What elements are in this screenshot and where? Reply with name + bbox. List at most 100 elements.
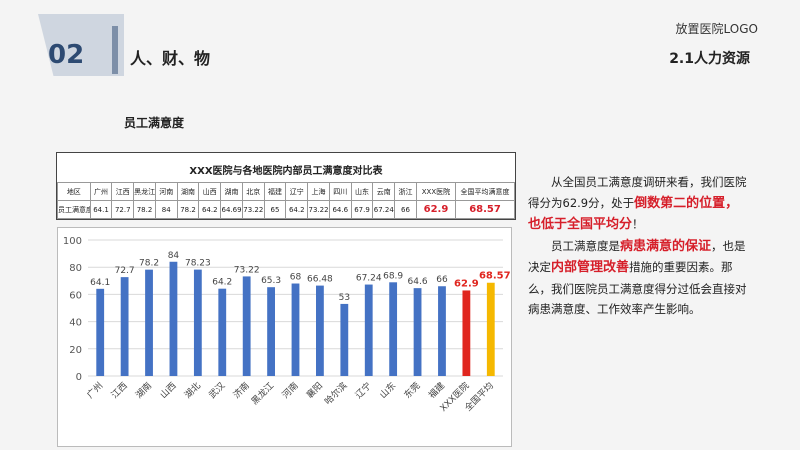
data-label: 84 (168, 251, 180, 261)
analysis-text-span: 从全国员工满意度调研来看，我们医院得分为62.9分，处于 (528, 175, 747, 210)
table-header-cell: 广州 (89, 182, 113, 201)
comparison-table-grid: 地区 广州 江西 黑龙江 河南 湖南 山西 湖南 北京 福建 辽宁 上海 四川 山东 云南 浙江 XXX医院全… (57, 182, 515, 219)
x-tick-label: 福建 (426, 380, 447, 401)
table-value-cell: 72.7 (111, 200, 135, 219)
x-tick-label: 湖南 (133, 380, 154, 401)
table-header-label: 地区 (57, 182, 91, 201)
data-label: 68 (290, 273, 302, 283)
table-value-cell: 78.2 (176, 200, 200, 219)
bar (267, 287, 275, 376)
table-header-row: 地区 广州 江西 黑龙江 河南 湖南 山西 湖南 北京 福建 辽宁 上海 四川 山东 云南 浙江 XXX医院全… (57, 182, 515, 201)
x-tick-label: 襄阳 (304, 380, 325, 401)
analysis-text-span: 员工满意度是 (551, 238, 620, 253)
x-tick-label: 东莞 (401, 380, 422, 401)
bar (218, 288, 227, 376)
bar (462, 290, 471, 376)
bar (340, 303, 349, 376)
bar (169, 261, 178, 376)
section-badge-bar (112, 26, 118, 74)
chart-heading: 员工满意度 (124, 116, 185, 130)
table-header-cell: 全国平均满意度 (455, 182, 515, 201)
data-label: 68.57 (479, 271, 511, 282)
data-label: 78.23 (185, 259, 211, 269)
bar-chart: 0 20 40 60 80 100 64.1 广州 72.7 江西 78.2 湖南 84 山西 78.23 湖… (63, 236, 511, 414)
table-value-cell: 73.22 (241, 200, 265, 219)
section-badge-shape (38, 14, 124, 76)
data-label: 72.7 (115, 266, 135, 276)
table-value-cell: 62.9 (415, 200, 457, 219)
analysis-highlight: 内部管理改善 (551, 260, 630, 275)
table-header-cell: 湖南 (176, 182, 200, 201)
table-value-cell: 67.9 (350, 200, 374, 219)
table-title: XXX医院与各地医院内部员工满意度对比表 (189, 166, 383, 177)
data-label: 53 (339, 293, 350, 303)
table-header-cell: 河南 (154, 182, 178, 201)
y-tick-label: 100 (63, 236, 82, 247)
bar (242, 276, 251, 376)
data-label: 65.3 (261, 276, 281, 286)
table-value-cell: 64.69 (220, 200, 243, 219)
data-label: 73.22 (234, 265, 260, 275)
bar (96, 288, 105, 376)
data-label: 68.9 (383, 271, 403, 281)
bar (413, 288, 422, 376)
table-header-cell: 黑龙江 (133, 182, 156, 201)
bar (291, 283, 300, 376)
x-tick-label: 山东 (377, 380, 398, 401)
table-header-cell: 山西 (198, 182, 222, 201)
table-value-cell: 64.2 (285, 200, 309, 219)
y-tick-label: 60 (69, 290, 82, 301)
bar-chart-container: 0 20 40 60 80 100 64.1 广州 72.7 江西 78.2 湖南 84 山西 78.23 湖… (57, 227, 512, 447)
x-tick-label: 广州 (84, 380, 105, 401)
analysis-text-span: ，也是决定 (528, 238, 746, 275)
y-tick-label: 0 (76, 372, 82, 383)
x-tick-label: 江西 (109, 380, 130, 401)
analysis-paragraph-1: 从全国员工满意度调研来看，我们医院得分为62.9分，处于倒数第二的位置，也低于全… (528, 172, 750, 236)
data-label: 66 (436, 275, 448, 285)
bar (486, 282, 495, 376)
sub-title: 2.1人力资源 (669, 51, 750, 67)
bar (145, 269, 153, 376)
table-header-cell: 江西 (111, 182, 135, 201)
data-label: 62.9 (454, 278, 479, 289)
bar (316, 285, 324, 376)
data-label: 66.48 (307, 275, 333, 285)
table-header-cell: 辽宁 (285, 182, 309, 201)
analysis-highlight: 病患满意的保证 (620, 238, 712, 254)
table-value-cell: 73.22 (307, 200, 330, 219)
x-tick-label: 武汉 (206, 380, 227, 401)
table-value-cell: 64.1 (89, 200, 113, 219)
table-header-cell: 福建 (263, 182, 287, 201)
table-header-cell: XXX医院 (415, 182, 457, 201)
y-tick-label: 80 (69, 263, 82, 274)
section-title: 人、财、物 (130, 49, 211, 68)
bar (120, 277, 129, 376)
y-tick-label: 20 (69, 345, 82, 356)
bar (438, 286, 446, 376)
table-value-cell: 65 (263, 200, 287, 219)
table-header-cell: 北京 (241, 182, 265, 201)
data-label: 64.1 (90, 278, 110, 288)
table-header-cell: 四川 (328, 182, 352, 201)
table-value-cell: 68.57 (455, 200, 515, 219)
analysis-text-span: 措施的重要因素。那么，我们医院员工满意度得分过低会直接对病患满意度、工作效率产生… (528, 260, 747, 316)
table-header-cell: 山东 (350, 182, 374, 201)
data-label: 67.24 (356, 274, 382, 284)
data-label: 78.2 (139, 259, 159, 269)
table-header-cell: 上海 (307, 182, 330, 201)
table-value-cell: 67.24 (372, 200, 396, 219)
x-tick-label: 辽宁 (353, 380, 374, 401)
x-tick-label: 济南 (231, 380, 252, 401)
x-tick-label: 哈尔滨 (322, 380, 350, 408)
table-value-row: 员工满意度 64.1 72.7 78.2 84 78.2 64.2 64.69 73.22 65… (57, 200, 515, 219)
analysis-highlight: 倒数第二的位置，也低于全国平均分 (528, 195, 739, 233)
table-header-cell: 云南 (372, 182, 396, 201)
table-header-cell: 湖南 (220, 182, 243, 201)
table-value-cell: 64.2 (198, 200, 222, 219)
comparison-table: XXX医院与各地医院内部员工满意度对比表 地区 广州 江西 黑龙江 河南 湖南 山西 湖南北… (56, 152, 516, 220)
y-tick-label: 40 (69, 318, 82, 329)
x-tick-label: 黑龙江 (249, 380, 277, 408)
table-value-cell: 78.2 (133, 200, 156, 219)
table-value-cell: 66 (394, 200, 417, 219)
table-row-label: 员工满意度 (57, 200, 91, 219)
